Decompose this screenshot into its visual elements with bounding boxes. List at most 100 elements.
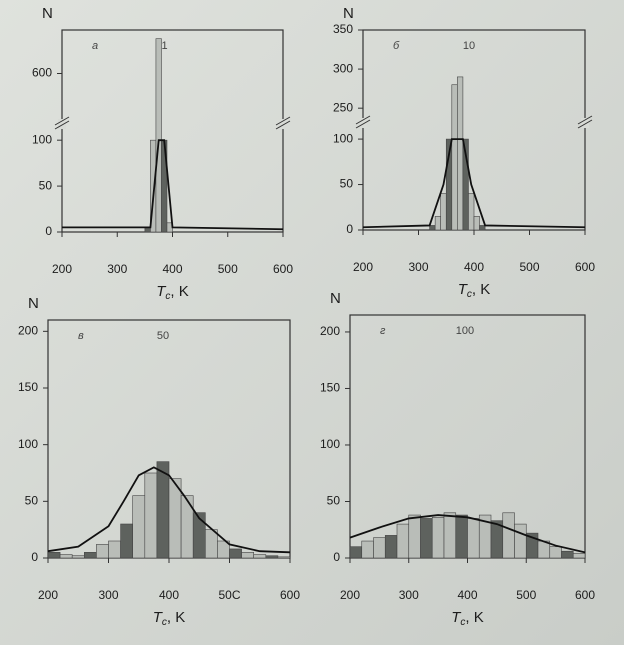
- x-axis-label: Tc, K: [458, 281, 491, 300]
- histogram-bar: [132, 495, 146, 559]
- y-tick-label: 100: [333, 131, 353, 145]
- histogram-bar: [373, 537, 386, 559]
- x-tick-label: 300: [98, 588, 118, 602]
- x-tick-label: 200: [38, 588, 58, 602]
- x-axis-label: Tc, K: [451, 609, 484, 628]
- y-tick-label: 300: [333, 61, 353, 75]
- histogram-bar: [108, 540, 121, 559]
- histogram-bar: [440, 193, 447, 231]
- histogram-bar: [205, 529, 218, 559]
- histogram-bar: [120, 523, 133, 559]
- y-tick-label: 50: [25, 494, 39, 508]
- panel-annotation: 10: [463, 40, 475, 52]
- y-tick-label: 150: [18, 380, 38, 394]
- histogram-bar: [455, 514, 468, 559]
- x-label-symbol: T: [451, 609, 462, 626]
- histogram-bar: [59, 554, 73, 559]
- histogram-bar: [479, 225, 486, 231]
- x-axis-label: Tc, K: [153, 609, 186, 628]
- x-tick-label: 400: [464, 260, 484, 274]
- x-tick-label: 400: [159, 588, 179, 602]
- histogram-bar: [572, 553, 586, 559]
- fit-curve: [47, 466, 291, 554]
- y-tick-label: 50: [327, 494, 341, 508]
- x-tick-label: 500: [516, 588, 536, 602]
- x-tick-label: 500: [218, 262, 238, 276]
- fit-curve: [349, 514, 586, 554]
- histogram-bar: [549, 546, 562, 559]
- histogram-bar: [253, 554, 267, 559]
- x-tick-label: 400: [457, 588, 477, 602]
- histogram-bar: [451, 84, 458, 231]
- histogram-bar: [457, 76, 464, 231]
- axis-break-gap: [581, 118, 589, 128]
- histogram-bar: [514, 523, 527, 559]
- y-tick-label: 100: [32, 132, 52, 146]
- panel-letter: б: [393, 40, 400, 52]
- histogram-bar: [229, 548, 242, 559]
- y-tick-label: 0: [333, 550, 340, 564]
- x-tick-label: 300: [107, 262, 127, 276]
- y-tick-label: 250: [333, 100, 353, 114]
- y-tick-label: 100: [18, 437, 38, 451]
- panel: 0 50 100 150 200 200 300 400 50C 600 N Tc, K в 50: [18, 295, 300, 628]
- histogram-bar: [277, 556, 291, 559]
- fit-curve: [362, 138, 586, 229]
- y-tick-label: 200: [320, 324, 340, 338]
- axis-break-mark: [54, 116, 70, 126]
- y-tick-label: 600: [32, 66, 52, 80]
- x-label-symbol: T: [153, 609, 164, 626]
- panel-letter: г: [380, 325, 386, 337]
- axis-break-gap: [279, 119, 287, 129]
- axis-break-mark: [577, 115, 593, 125]
- x-label-subscript: c: [467, 289, 472, 300]
- histogram-bar: [265, 555, 279, 559]
- x-label-unit: , K: [167, 609, 185, 626]
- histogram-bar: [156, 461, 170, 559]
- panel-annotation: 50: [157, 330, 169, 342]
- x-tick-label: 600: [273, 262, 293, 276]
- x-tick-label: 200: [353, 260, 373, 274]
- histogram-bar: [71, 555, 85, 559]
- x-tick-label: 50C: [218, 588, 240, 602]
- y-tick-label: 200: [18, 324, 38, 338]
- histogram-bar: [155, 38, 162, 233]
- histogram-bar: [431, 517, 445, 559]
- x-label-unit: , K: [170, 283, 188, 300]
- y-axis-label: N: [330, 290, 341, 307]
- histogram-bar: [467, 518, 480, 559]
- histogram-bar: [361, 540, 374, 559]
- x-tick-label: 600: [280, 588, 300, 602]
- y-tick-label: 50: [340, 177, 354, 191]
- x-label-unit: , K: [465, 609, 483, 626]
- x-label-symbol: T: [458, 281, 469, 298]
- y-tick-label: 100: [320, 437, 340, 451]
- y-axis-label: N: [42, 5, 53, 22]
- x-label-unit: , K: [472, 281, 490, 298]
- panel: 0 50 100 600 200 300 400 500 600 N Tc, K а 1: [32, 5, 293, 302]
- histogram-bar: [396, 523, 410, 559]
- axis-break-mark: [355, 115, 371, 125]
- y-axis-label: N: [28, 295, 39, 312]
- x-tick-label: 600: [575, 260, 595, 274]
- axis-break-gap: [359, 118, 367, 128]
- histogram-bar: [408, 514, 421, 559]
- histogram-bar: [473, 216, 480, 231]
- histogram-bar: [434, 216, 441, 231]
- axis-break-mark: [275, 116, 291, 126]
- y-tick-label: 50: [39, 178, 53, 192]
- x-label-symbol: T: [156, 283, 167, 300]
- y-tick-label: 0: [346, 222, 353, 236]
- axis-break-mark: [275, 120, 291, 130]
- axis-break-mark: [355, 119, 371, 129]
- panel-annotation: 1: [161, 40, 167, 52]
- panel-letter: в: [78, 330, 84, 342]
- x-tick-label: 500: [519, 260, 539, 274]
- panel: 0 50 100 250 300 350 200 300 400 500 600 N Tc, K б 10: [333, 5, 595, 300]
- y-tick-label: 0: [31, 550, 38, 564]
- histogram-bar: [561, 550, 574, 559]
- x-tick-label: 200: [340, 588, 360, 602]
- axis-break-mark: [577, 119, 593, 129]
- y-tick-label: 0: [45, 224, 52, 238]
